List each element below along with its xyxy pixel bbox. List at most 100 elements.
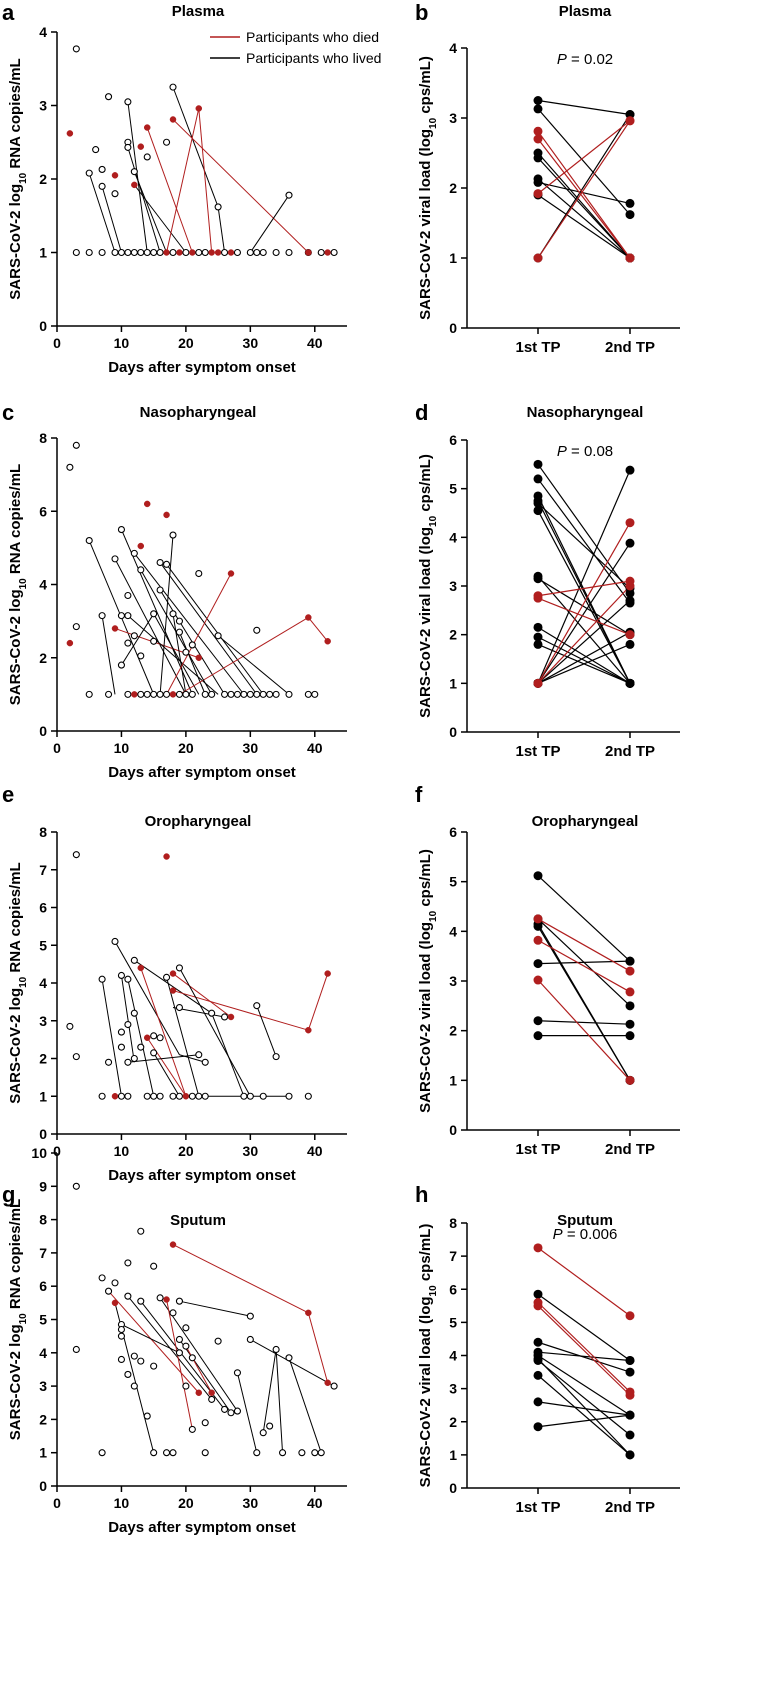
data-point-lived <box>240 690 248 698</box>
series-segment <box>127 147 161 253</box>
data-point-lived <box>117 612 125 620</box>
series-segment <box>146 127 193 253</box>
data-point-lived <box>214 1337 222 1345</box>
data-point-lived <box>130 1352 138 1360</box>
data-point-lived <box>150 690 158 698</box>
data-point-lived <box>98 248 106 257</box>
data-point-lived <box>130 1382 138 1390</box>
data-point-lived <box>124 248 132 257</box>
data-point-lived <box>188 1425 196 1433</box>
data-point-2nd <box>625 1031 635 1041</box>
y-tick-label: 7 <box>39 862 47 878</box>
y-tick-label: 1 <box>39 1445 47 1461</box>
data-point-died <box>208 249 215 256</box>
data-point-lived <box>111 248 119 257</box>
series-segment <box>166 977 200 1097</box>
data-point-lived <box>105 1287 113 1295</box>
data-point-1st <box>533 253 543 263</box>
y-tick-label: 1 <box>39 245 47 261</box>
data-point-1st <box>533 459 543 469</box>
series-segment <box>250 1339 335 1387</box>
data-point-died <box>111 625 119 632</box>
data-point-died <box>176 249 183 256</box>
series-segment <box>121 613 155 666</box>
data-point-lived <box>156 1034 164 1042</box>
y-tick-label: 0 <box>449 1122 457 1138</box>
pair-line <box>537 600 631 684</box>
y-tick-label: 4 <box>39 975 47 991</box>
y-tick-label: 3 <box>39 98 47 114</box>
data-point-lived <box>124 1292 132 1300</box>
data-point-died <box>208 1389 215 1397</box>
data-point-2nd <box>625 1311 635 1321</box>
p-value: P = 0.08 <box>557 443 613 460</box>
pair-line <box>537 463 631 594</box>
x-category-label: 1st TP <box>515 1499 560 1516</box>
x-category-label: 2nd TP <box>605 1499 655 1516</box>
y-tick-label: 7 <box>39 1245 47 1261</box>
data-point-1st <box>533 177 543 187</box>
data-point-lived <box>317 248 325 257</box>
data-point-lived <box>195 1051 203 1059</box>
data-point-lived <box>85 690 93 698</box>
data-point-lived <box>98 612 106 620</box>
pair-line <box>537 194 631 259</box>
y-tick-label: 0 <box>449 1480 457 1496</box>
data-point-1st <box>533 126 543 136</box>
pair-line <box>537 643 631 684</box>
panel-letter-d: d <box>415 400 428 425</box>
pair-line <box>537 120 631 195</box>
data-point-lived <box>272 1345 280 1354</box>
series-segment <box>133 171 168 253</box>
data-point-1st <box>533 1370 543 1380</box>
data-point-lived <box>130 168 138 176</box>
data-point-lived <box>188 1354 196 1362</box>
x-tick-label: 0 <box>53 1143 61 1159</box>
data-point-lived <box>246 1092 254 1100</box>
pair-line <box>537 1351 631 1362</box>
data-point-lived <box>169 1449 177 1457</box>
data-point-2nd <box>625 1355 635 1365</box>
data-point-lived <box>311 1449 319 1457</box>
data-point-lived <box>175 1335 183 1344</box>
data-point-lived <box>117 1092 125 1100</box>
data-point-lived <box>169 610 177 618</box>
series-segment <box>249 194 290 253</box>
series-segment <box>172 119 309 253</box>
data-point-2nd <box>625 596 635 606</box>
data-point-lived <box>98 1449 106 1457</box>
y-tick-label: 6 <box>449 432 457 448</box>
x-tick-label: 40 <box>307 740 323 756</box>
series-segment <box>275 1349 284 1453</box>
x-tick-label: 20 <box>178 740 194 756</box>
pair-line <box>537 522 631 684</box>
data-point-lived <box>156 248 164 257</box>
data-point-lived <box>175 964 183 972</box>
x-category-label: 2nd TP <box>605 339 655 356</box>
data-point-2nd <box>625 639 635 649</box>
y-axis-label: SARS-CoV-2 viral load (log10 cps/mL) <box>417 454 439 718</box>
data-point-lived <box>124 1092 132 1100</box>
series-segment <box>121 1324 180 1354</box>
data-point-lived <box>85 248 93 257</box>
data-point-died <box>143 500 151 508</box>
panel-title: Plasma <box>172 3 225 20</box>
data-point-lived <box>150 1032 158 1040</box>
data-point-2nd <box>625 538 635 548</box>
y-axis-label: SARS-CoV-2 log10 RNA copies/mL <box>7 862 29 1103</box>
data-point-lived <box>137 1357 145 1365</box>
data-point-lived <box>188 690 196 698</box>
panel-e: e Oropharyngeal 0 1 2 3 4 5 6 7 8 SARS-CoV-2 log10 … <box>2 782 347 1184</box>
data-point-1st <box>533 506 543 516</box>
data-point-1st <box>533 593 543 603</box>
y-tick-label: 0 <box>39 1478 47 1494</box>
data-point-died <box>163 249 170 256</box>
series-segment <box>166 564 264 695</box>
data-point-lived <box>169 248 177 257</box>
data-point-lived <box>298 1449 306 1457</box>
data-point-lived <box>169 1309 177 1317</box>
x-axis-label: Days after symptom onset <box>108 1167 296 1184</box>
pair-line <box>537 626 631 684</box>
series-segment <box>307 973 329 1031</box>
data-point-lived <box>124 1370 132 1378</box>
